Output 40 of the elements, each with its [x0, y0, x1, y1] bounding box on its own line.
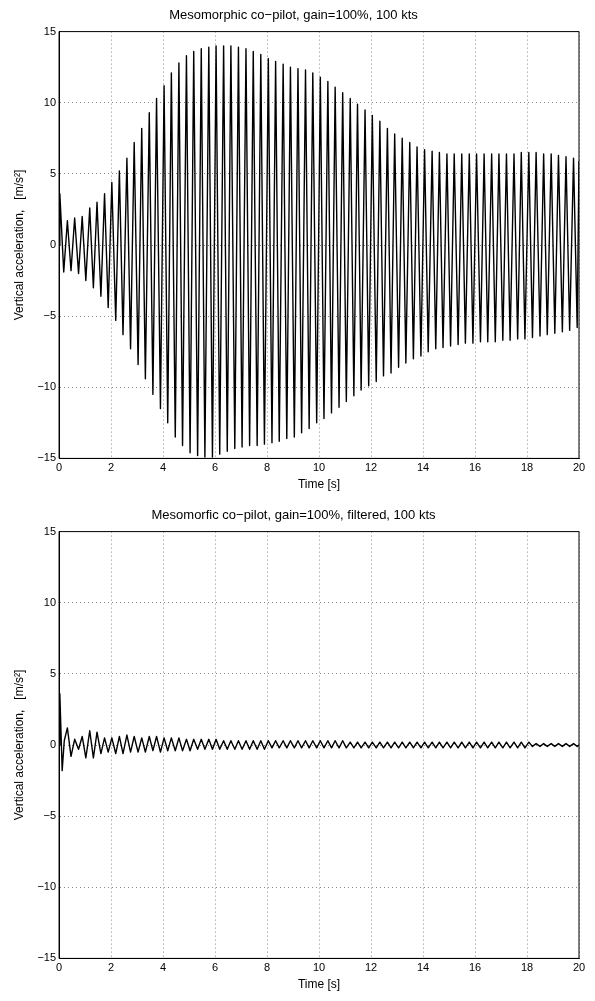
y-tick-label: 5 — [49, 666, 57, 679]
x-tick-label: 2 — [107, 961, 115, 974]
chart-title: Mesomorfic co−pilot, gain=100%, filtered, 100 kts — [151, 507, 436, 523]
x-tick-label: 16 — [468, 461, 482, 474]
y-tick-label: −10 — [37, 880, 57, 893]
x-tick-label: 12 — [364, 461, 378, 474]
y-tick-label: 0 — [49, 738, 57, 751]
x-tick-label: 6 — [211, 961, 219, 974]
x-tick-label: 4 — [159, 461, 167, 474]
y-tick-label: −15 — [37, 951, 57, 964]
x-tick-label: 20 — [572, 461, 586, 474]
y-tick-label: 10 — [43, 595, 57, 608]
x-axis-title: Time [s] — [297, 977, 341, 992]
x-tick-label: 20 — [572, 961, 586, 974]
y-tick-label: −5 — [43, 809, 57, 822]
y-tick-label: 5 — [49, 166, 57, 179]
y-tick-label: −10 — [37, 380, 57, 393]
x-tick-label: 6 — [211, 461, 219, 474]
y-tick-label: 15 — [43, 24, 57, 37]
x-tick-label: 2 — [107, 461, 115, 474]
x-tick-label: 18 — [520, 461, 534, 474]
y-axis-title: Vertical acceleration, [m/s²] — [11, 669, 26, 821]
x-tick-label: 8 — [263, 461, 271, 474]
x-axis-title: Time [s] — [297, 477, 341, 492]
chart-title: Mesomorphic co−pilot, gain=100%, 100 kts — [169, 7, 419, 23]
x-tick-label: 10 — [312, 461, 326, 474]
y-tick-label: −5 — [43, 309, 57, 322]
x-tick-label: 18 — [520, 961, 534, 974]
x-tick-label: 16 — [468, 961, 482, 974]
x-tick-label: 14 — [416, 961, 430, 974]
y-tick-label: 15 — [43, 524, 57, 537]
x-tick-label: 14 — [416, 461, 430, 474]
x-tick-label: 12 — [364, 961, 378, 974]
y-tick-label: 0 — [49, 238, 57, 251]
x-tick-label: 10 — [312, 961, 326, 974]
x-tick-label: 4 — [159, 961, 167, 974]
x-tick-label: 8 — [263, 961, 271, 974]
y-tick-label: −15 — [37, 451, 57, 464]
y-tick-label: 10 — [43, 95, 57, 108]
y-axis-title: Vertical acceleration, [m/s²] — [11, 169, 26, 321]
